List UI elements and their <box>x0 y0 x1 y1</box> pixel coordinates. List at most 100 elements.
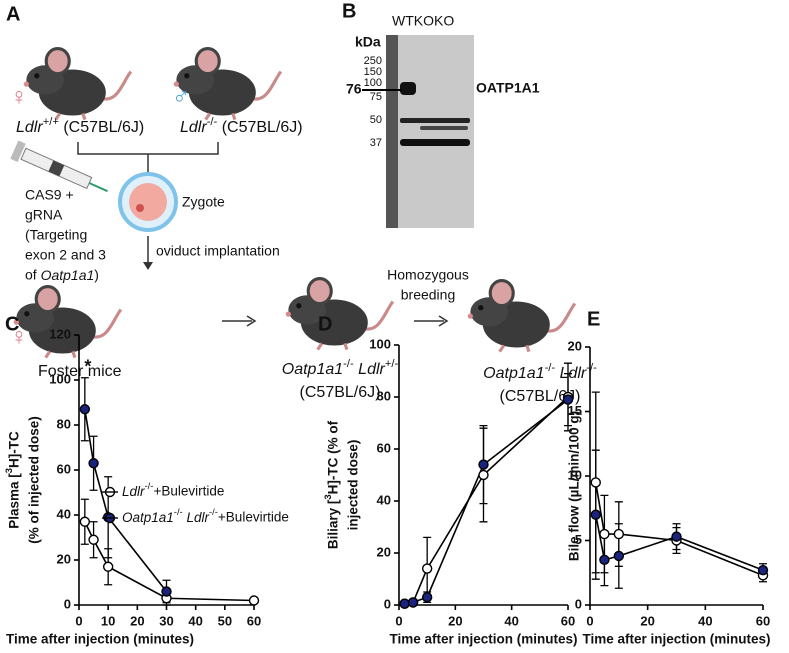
data-point <box>407 597 419 608</box>
injection-label: CAS9 + <box>25 187 74 203</box>
ladder-label: 37 <box>370 137 382 149</box>
mouse-icon <box>22 46 133 122</box>
panel-label: E <box>587 308 600 330</box>
data-point <box>102 561 114 572</box>
y-tick-label: 15 <box>568 403 582 418</box>
zygote-core <box>129 183 167 221</box>
strain: (C57BL/6J) <box>500 388 581 405</box>
panel-label: B <box>342 0 356 22</box>
x-tick-label: 20 <box>448 613 462 628</box>
data-point <box>757 564 769 576</box>
lane-labels: WTKOKO <box>392 13 454 29</box>
y-tick-label: 0 <box>384 596 391 611</box>
data-point <box>161 586 172 597</box>
mouse-icon <box>466 278 577 354</box>
legend-label: Ldlr-/-+Bulevirtide <box>122 481 224 499</box>
y-tick-label: 40 <box>377 492 391 507</box>
data-point <box>88 534 99 545</box>
step-label: oviduct implantation <box>156 243 280 259</box>
significance: * <box>84 357 91 377</box>
data-point <box>79 404 91 415</box>
arrow <box>222 315 257 327</box>
x-tick-label: 40 <box>504 613 518 628</box>
panel-label: C <box>5 313 19 335</box>
data-point <box>421 592 433 603</box>
series-line <box>594 482 764 577</box>
ladder-label: 50 <box>370 114 382 126</box>
injection-label: of Oatp1a1) <box>25 267 99 283</box>
y-tick-label: 5 <box>575 532 582 547</box>
x-tick-label: 40 <box>698 613 712 628</box>
injection-label: (Targeting <box>25 227 87 243</box>
legend-label: Oatp1a1-/- Ldlr-/-+Bulevirtide <box>122 507 289 525</box>
unit: kDa <box>355 34 381 50</box>
x-tick-label: 50 <box>218 613 232 628</box>
cross-bracket <box>77 142 219 172</box>
data-point <box>671 531 682 542</box>
data-point <box>613 528 625 540</box>
panel-label: D <box>318 313 332 335</box>
ladder-label: 100 <box>364 77 382 89</box>
breeding-label: Homozygous <box>387 267 469 283</box>
x-tick-label: 60 <box>561 613 575 628</box>
y-tick-label: 60 <box>57 461 71 476</box>
breeding-label: breeding <box>401 287 456 303</box>
protein-label: OATP1A1 <box>476 80 540 96</box>
band <box>400 139 470 146</box>
x-axis-label: Time after injection (minutes) <box>389 632 577 647</box>
band-size: 76 <box>346 81 362 97</box>
series-line <box>84 409 168 592</box>
sex-symbol: ♂ <box>172 83 190 110</box>
data-point <box>478 469 489 481</box>
y-axis-label: Plasma [3H]-TC <box>4 431 22 529</box>
y-tick-label: 40 <box>57 506 71 521</box>
data-point <box>399 598 410 609</box>
y-tick-label: 100 <box>49 371 71 386</box>
data-point <box>562 394 574 405</box>
data-point <box>88 458 99 469</box>
y-tick-label: 80 <box>57 416 71 431</box>
y-tick-label: 100 <box>369 336 391 351</box>
x-tick-label: 10 <box>101 613 115 628</box>
genotype: Oatp1a1-/- Ldlr+/- <box>282 358 399 378</box>
y-tick-label: 20 <box>377 544 391 559</box>
x-tick-label: 60 <box>756 613 770 628</box>
panel-label: A <box>6 3 20 25</box>
genotype: Oatp1a1-/- Ldlr-/- <box>483 362 597 382</box>
data-point <box>613 550 625 562</box>
band <box>400 118 470 123</box>
data-point <box>421 563 433 574</box>
ladder-lane <box>386 35 398 228</box>
arrowhead <box>143 262 153 270</box>
syringe <box>10 140 108 193</box>
y-axis-label: (% of injected dose) <box>27 416 42 544</box>
band <box>420 126 468 130</box>
y-tick-label: 10 <box>568 467 582 482</box>
y-tick-label: 20 <box>57 551 71 566</box>
band <box>400 82 416 95</box>
panel-a: A ♀ ♂ Ldlr+/+ (C57BL/6J) Ldlr-/- (C57BL/… <box>6 3 597 405</box>
y-axis-label: Biliary [3H]-TC (% of <box>323 420 341 549</box>
y-axis-label: Bile flow (µL/min/100 g) <box>567 411 582 561</box>
genotype: Ldlr-/- (C57BL/6J) <box>180 116 303 136</box>
strain: (C57BL/6J) <box>300 384 381 401</box>
y-tick-label: 80 <box>377 388 391 403</box>
nucleus <box>136 204 144 212</box>
y-tick-label: 60 <box>377 440 391 455</box>
ladder-label: 150 <box>364 66 382 78</box>
data-point <box>478 459 489 470</box>
sex-symbol: ♀ <box>10 83 28 110</box>
x-tick-label: 0 <box>586 613 593 628</box>
x-tick-label: 20 <box>130 613 144 628</box>
x-axis-label: Time after injection (minutes) <box>582 632 770 647</box>
y-tick-label: 0 <box>575 596 582 611</box>
y-tick-label: 0 <box>64 596 71 611</box>
genotype: Ldlr+/+ (C57BL/6J) <box>16 116 144 136</box>
x-tick-label: 20 <box>640 613 654 628</box>
injection-label: gRNA <box>25 207 63 223</box>
mouse-icon <box>12 284 123 360</box>
injection-label: exon 2 and 3 <box>25 247 106 263</box>
data-point <box>248 595 260 606</box>
